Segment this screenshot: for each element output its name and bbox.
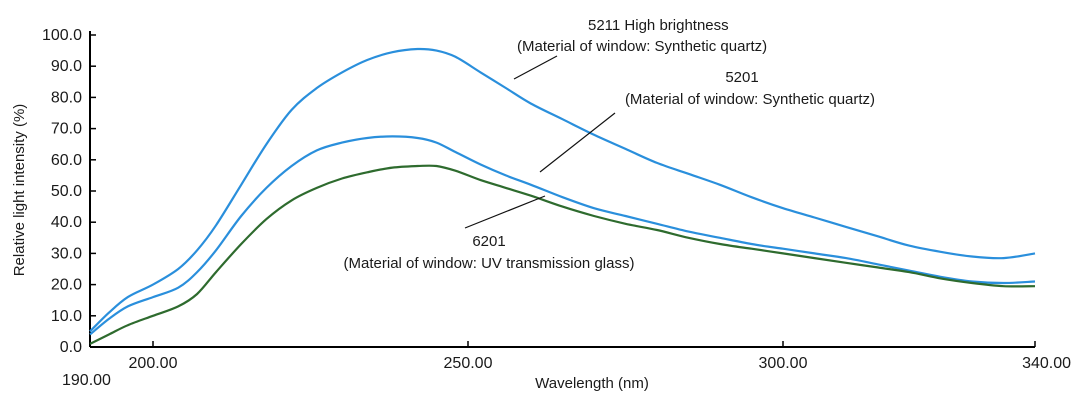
- y-tick-label: 50.0: [51, 183, 82, 200]
- annotation-a6201-line: 6201: [472, 233, 505, 250]
- annotation-a5201-line: 5201: [725, 69, 758, 86]
- annotation-a5211-line: (Material of window: Synthetic quartz): [517, 38, 767, 55]
- y-tick-label: 20.0: [51, 277, 82, 294]
- x-axis-title: Wavelength (nm): [535, 375, 649, 392]
- annotation-a6201-line: (Material of window: UV transmission gla…: [344, 255, 635, 272]
- annotation-a5211-line: 5211 High brightness: [588, 17, 729, 34]
- axes: 0.0 10.0 20.0 30.0 40.0 50.0 60.0 70.0 80.0 90.0 1…: [42, 27, 1071, 389]
- x-tick-label: 250.00: [444, 355, 493, 372]
- series-lines: [89, 47, 1036, 345]
- y-tick-label: 100.0: [42, 27, 82, 44]
- annotation-leader-a6201: [464, 195, 546, 229]
- series-line-s5211: [89, 47, 1036, 333]
- y-tick-label: 40.0: [51, 214, 82, 231]
- y-tick-label: 70.0: [51, 121, 82, 138]
- y-tick-label: 30.0: [51, 245, 82, 262]
- x-tick-label: 200.00: [129, 355, 178, 372]
- x-tick-label: 340.00: [1022, 355, 1071, 372]
- annotation-leader-a5211: [513, 55, 558, 80]
- y-tick-label: 0.0: [60, 339, 82, 356]
- annotation-leader-a5201: [539, 112, 616, 173]
- x-tick-label: 190.00: [62, 372, 111, 389]
- y-tick-label: 60.0: [51, 152, 82, 169]
- y-tick-label: 90.0: [51, 58, 82, 75]
- y-axis-title: Relative light intensity (%): [11, 104, 28, 277]
- annotations: 5211 High brightness (Material of window:…: [344, 17, 876, 272]
- annotation-a5201-line: (Material of window: Synthetic quartz): [625, 91, 875, 108]
- series-line-s5201: [89, 135, 1036, 336]
- series-line-s6201: [89, 164, 1036, 345]
- x-tick-label: 300.00: [759, 355, 808, 372]
- y-tick-label: 10.0: [51, 308, 82, 325]
- y-tick-label: 80.0: [51, 89, 82, 106]
